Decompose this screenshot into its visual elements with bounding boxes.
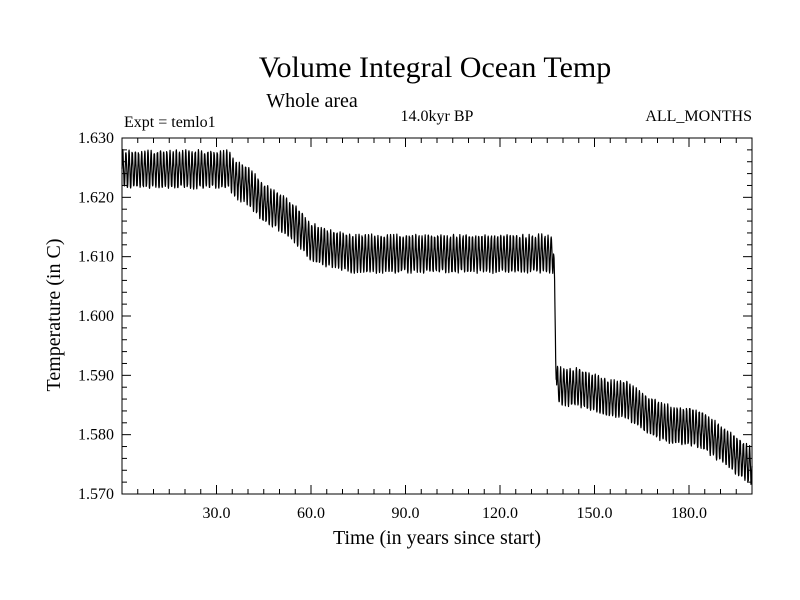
x-tick-label: 180.0 bbox=[671, 505, 707, 522]
y-tick-label: 1.610 bbox=[78, 249, 114, 266]
y-tick-label: 1.620 bbox=[78, 189, 114, 206]
y-tick-label: 1.570 bbox=[78, 486, 114, 503]
months-label: ALL_MONTHS bbox=[645, 108, 752, 125]
y-tick-label: 1.590 bbox=[78, 367, 114, 384]
y-tick-label: 1.630 bbox=[78, 130, 114, 147]
plot-frame bbox=[121, 137, 753, 495]
period-label: 14.0kyr BP bbox=[401, 108, 474, 125]
x-tick-label: 30.0 bbox=[203, 505, 231, 522]
x-tick-label: 150.0 bbox=[577, 505, 613, 522]
x-tick-label: 60.0 bbox=[297, 505, 325, 522]
x-tick-label: 90.0 bbox=[392, 505, 420, 522]
y-tick-label: 1.600 bbox=[78, 308, 114, 325]
experiment-label: Expt = temlo1 bbox=[124, 114, 216, 131]
y-tick-label: 1.580 bbox=[78, 427, 114, 444]
series-line bbox=[121, 148, 753, 485]
chart-title: Volume Integral Ocean Temp bbox=[259, 51, 612, 84]
chart-subtitle: Whole area bbox=[266, 90, 358, 112]
y-axis-label: Temperature (in C) bbox=[43, 239, 65, 392]
x-axis-label: Time (in years since start) bbox=[333, 527, 541, 549]
axis-ticks: 30.0 60.0 90.0 120.0 150.0 180.0 1.570 1.580 1.5… bbox=[78, 130, 752, 522]
x-tick-label: 120.0 bbox=[482, 505, 518, 522]
